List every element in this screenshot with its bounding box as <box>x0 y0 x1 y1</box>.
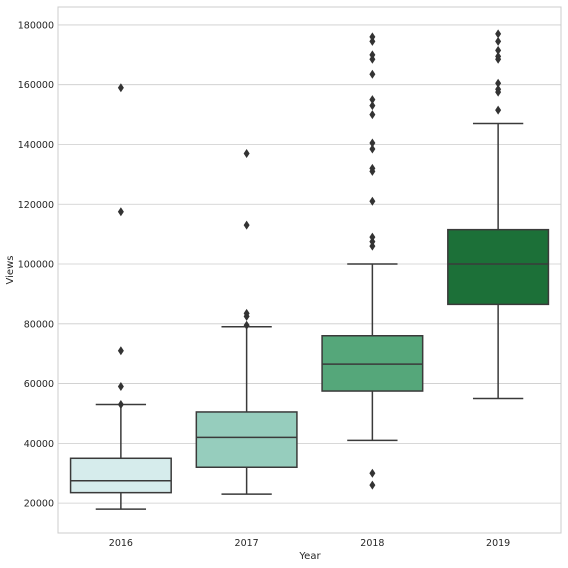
box-group-2018 <box>321 32 424 490</box>
x-tick-label: 2019 <box>486 538 510 549</box>
box-group-2017 <box>195 148 298 495</box>
x-axis-label: Year <box>298 551 321 562</box>
y-tick-label: 60000 <box>24 379 54 390</box>
outlier-point <box>369 232 376 242</box>
outlier-point <box>243 320 250 330</box>
outlier-point <box>369 144 376 154</box>
outlier-point <box>117 83 124 93</box>
x-tick-label: 2017 <box>235 538 259 549</box>
outlier-point <box>243 308 250 318</box>
y-tick-label: 160000 <box>18 80 54 91</box>
y-tick-label: 80000 <box>24 319 54 330</box>
outlier-point <box>117 346 124 356</box>
outlier-point <box>369 95 376 105</box>
y-tick-label: 120000 <box>18 200 54 211</box>
outlier-point <box>369 480 376 490</box>
outlier-point <box>495 29 502 39</box>
x-tick-label: 2016 <box>109 538 133 549</box>
outlier-point <box>117 207 124 217</box>
x-tick-label: 2018 <box>360 538 384 549</box>
y-axis-label: Views <box>5 256 16 285</box>
box-group-2019 <box>447 29 550 400</box>
outlier-point <box>369 468 376 478</box>
outlier-point <box>495 51 502 61</box>
outlier-point <box>243 148 250 158</box>
y-tick-labels: 20000 40000 60000 80000 100000 120000 140000 16… <box>18 20 54 509</box>
box-iqr <box>69 457 172 494</box>
y-tick-label: 40000 <box>24 439 54 450</box>
outlier-point <box>369 69 376 79</box>
outlier-point <box>117 382 124 392</box>
box-iqr <box>447 228 550 306</box>
outlier-point <box>369 138 376 148</box>
box-group-2016 <box>69 83 172 510</box>
grid-lines <box>58 24 561 504</box>
x-tick-labels: 2016 2017 2018 2019 <box>109 538 510 549</box>
outlier-point <box>369 101 376 111</box>
outlier-point <box>495 78 502 88</box>
outlier-point <box>495 36 502 46</box>
outlier-point <box>243 220 250 230</box>
outlier-point <box>495 45 502 55</box>
y-tick-label: 100000 <box>18 260 54 271</box>
outlier-point <box>369 50 376 60</box>
box-iqr <box>195 411 298 469</box>
outlier-point <box>495 105 502 115</box>
outlier-point <box>369 32 376 42</box>
y-tick-label: 140000 <box>18 140 54 151</box>
y-tick-label: 20000 <box>24 499 54 510</box>
outlier-point <box>495 84 502 94</box>
outlier-point <box>369 196 376 206</box>
boxes <box>69 29 550 510</box>
outlier-point <box>117 399 124 409</box>
outlier-point <box>369 163 376 173</box>
outlier-point <box>369 110 376 120</box>
y-tick-label: 180000 <box>18 20 54 31</box>
